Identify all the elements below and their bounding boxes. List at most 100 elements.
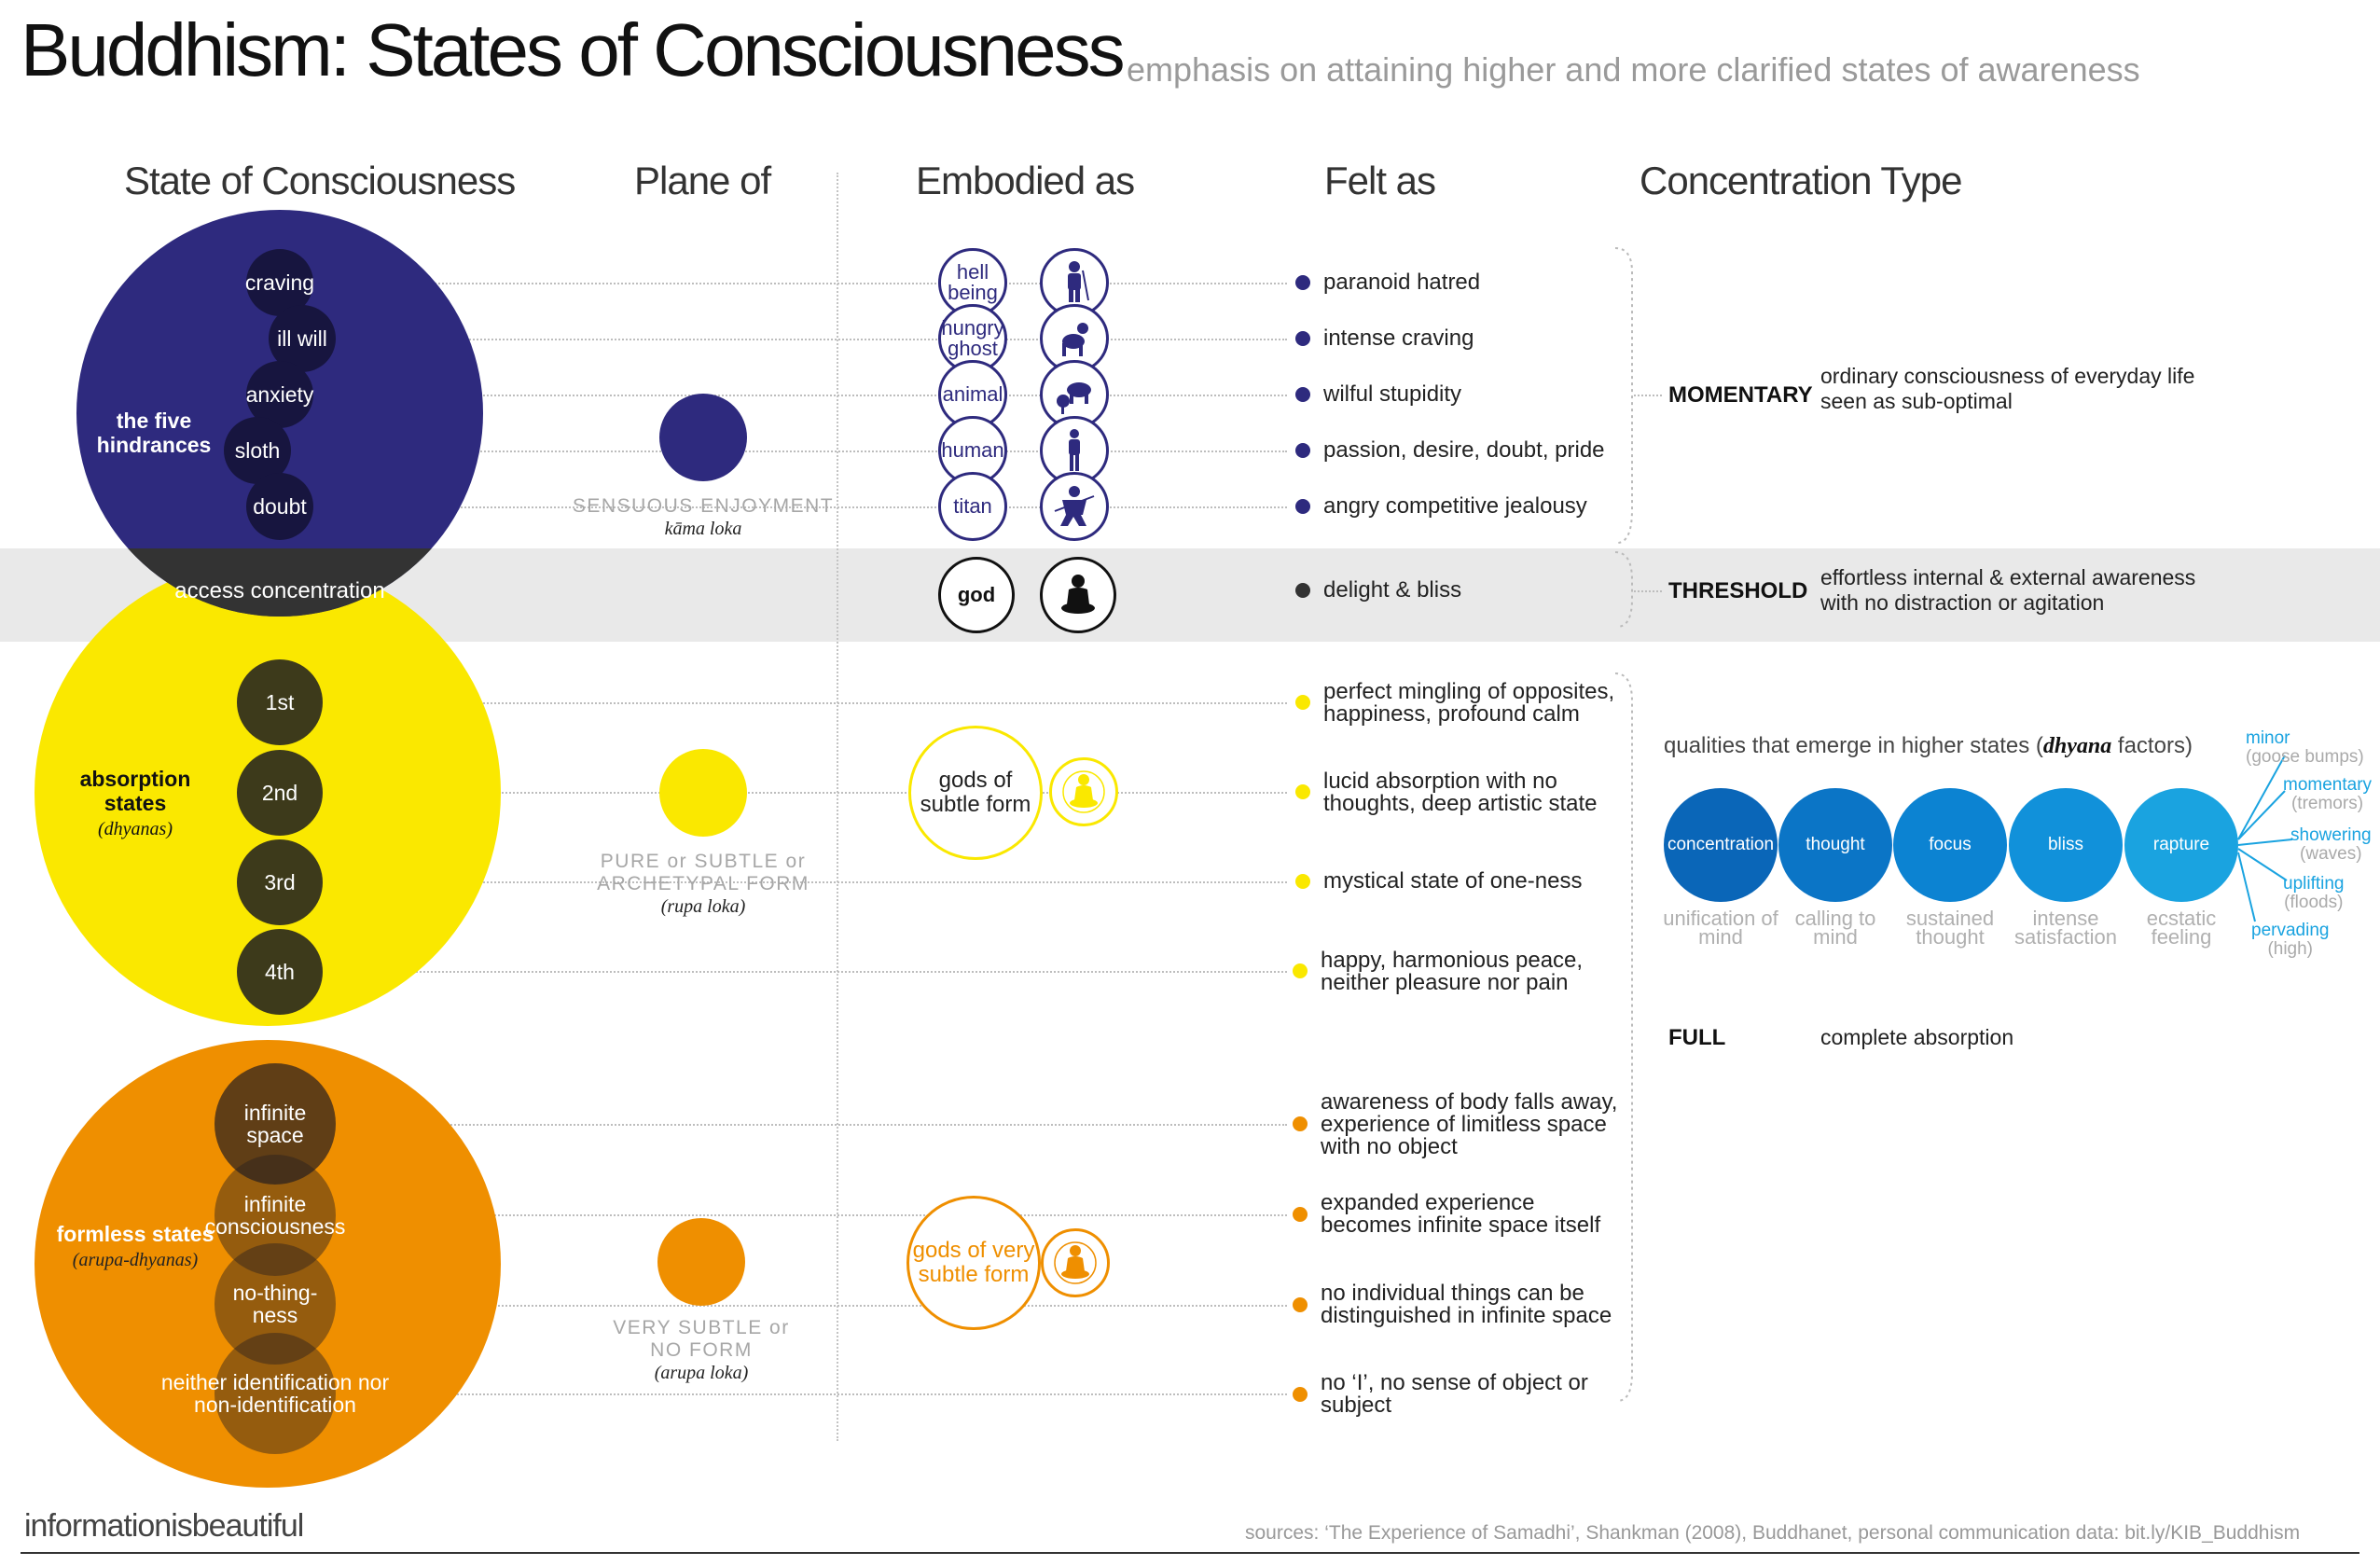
row-connector: [326, 506, 1287, 508]
concentration-threshold-desc: effortless internal & external awareness…: [1820, 565, 2196, 615]
plane-subtle: PURE or SUBTLE or ARCHETYPAL FORM (rupa …: [563, 851, 843, 918]
felt-dot: [1295, 583, 1310, 598]
factor-rapture-sub: ecstatic feeling: [2146, 907, 2217, 949]
access-label: access concentration: [174, 578, 385, 603]
factor-thought-sub: calling to mind: [1794, 907, 1876, 949]
qualities-heading-text: qualities that emerge in higher states (: [1664, 733, 2043, 758]
state-3rd: 3rd: [237, 839, 323, 925]
row-connector: [326, 881, 1287, 883]
factor-bliss: bliss: [2009, 788, 2123, 902]
realm-titan: titan: [938, 472, 1007, 541]
rapture-showering-name: showering: [2290, 825, 2372, 845]
hindrances-label: the five hindrances: [96, 409, 212, 457]
factor-bliss-sub: intense satisfaction: [2013, 907, 2118, 949]
access-overlap: [76, 548, 483, 642]
rapture-uplifting: uplifting (floods): [2283, 875, 2345, 912]
meditating-buddha-icon: [1040, 557, 1116, 633]
row-connector: [326, 971, 1287, 973]
sources-note: sources: ‘The Experience of Samadhi’, Sh…: [1245, 1522, 2301, 1544]
state-neither-identification: neither identification nor non-identific…: [160, 1370, 390, 1417]
felt-paranoid-hatred: paranoid hatred: [1323, 270, 1481, 295]
titan-figure-icon: [1040, 472, 1109, 541]
plane-no-form-name: VERY SUBTLE or NO FORM: [613, 1317, 790, 1361]
factor-rapture: rapture: [2124, 788, 2238, 902]
formless-label-text: formless states: [56, 1222, 214, 1246]
row-connector: [336, 339, 1287, 340]
row-connector: [345, 1305, 1287, 1307]
felt-dot: [1295, 443, 1310, 458]
felt-dot: [1295, 387, 1310, 402]
page-title: Buddhism: States of Consciousness: [21, 8, 1126, 91]
concentration-momentary-desc: ordinary consciousness of everyday life …: [1820, 364, 2195, 413]
brand-logo: informationisbeautiful: [24, 1508, 304, 1544]
row-connector: [345, 1214, 1287, 1216]
rapture-uplifting-sub: (floods): [2284, 893, 2344, 912]
rapture-branches: [2237, 755, 2293, 922]
felt-dot: [1293, 1297, 1308, 1312]
felt-no-i: no ‘I’, no sense of object or subject: [1321, 1370, 1588, 1418]
rapture-momentary-name: momentary: [2283, 775, 2373, 795]
row-connector: [326, 395, 1287, 396]
felt-dot: [1293, 963, 1308, 978]
plane-dot-subtle: [659, 749, 747, 837]
felt-dot: [1293, 1387, 1308, 1402]
felt-dot: [1295, 784, 1310, 799]
formless-label: formless states (arupa-dhyanas): [51, 1222, 219, 1272]
formless-label-sub: (arupa-dhyanas): [72, 1250, 199, 1270]
state-infinite-space: infinite space: [214, 1063, 336, 1185]
state-doubt: doubt: [246, 473, 313, 540]
rapture-showering-sub: (waves): [2300, 844, 2362, 864]
rapture-pervading-sub: (high): [2267, 939, 2314, 959]
rapture-pervading: pervading (high): [2251, 922, 2329, 959]
felt-passion: passion, desire, doubt, pride: [1323, 437, 1605, 463]
meditating-buddha-icon: [1049, 757, 1118, 826]
plane-no-form: VERY SUBTLE or NO FORM (arupa loka): [608, 1317, 795, 1384]
qualities-heading-tail: factors): [2111, 733, 2193, 758]
plane-no-form-sub: (arupa loka): [654, 1363, 749, 1383]
qualities-heading-em: dhyana: [2042, 734, 2112, 758]
felt-no-individual-things: no individual things can be distinguishe…: [1321, 1281, 1612, 1328]
state-infinite-consciousness: infinite consciousness: [205, 1155, 345, 1276]
felt-delight-bliss: delight & bliss: [1323, 577, 1462, 603]
realm-gods-very-subtle-form: gods of very subtle form: [906, 1196, 1041, 1330]
row-connector: [317, 450, 1287, 452]
absorption-label-text: absorption states: [79, 767, 191, 815]
felt-dot: [1295, 275, 1310, 290]
qualities-heading: qualities that emerge in higher states (…: [1664, 733, 2193, 759]
rapture-minor-sub: (goose bumps): [2246, 747, 2364, 767]
concentration-full: FULL: [1668, 1025, 1726, 1050]
felt-dot: [1293, 1207, 1308, 1222]
concentration-threshold: THRESHOLD: [1668, 578, 1808, 603]
felt-dot: [1295, 331, 1310, 346]
plane-subtle-sub: (rupa loka): [660, 896, 746, 917]
rapture-minor: minor (goose bumps): [2246, 729, 2364, 767]
column-header-felt: Felt as: [1324, 159, 1436, 202]
column-divider: [837, 173, 838, 1441]
felt-lucid-absorption: lucid absorption with no thoughts, deep …: [1323, 769, 1598, 816]
factor-concentration: concentration: [1664, 788, 1778, 902]
factor-concentration-sub: unification of mind: [1663, 907, 1778, 949]
column-header-concentration: Concentration Type: [1640, 159, 1962, 202]
column-header-plane: Plane of: [634, 159, 771, 202]
factor-thought: thought: [1778, 788, 1892, 902]
bracket-connector: [1634, 395, 1662, 396]
concentration-momentary: MOMENTARY: [1668, 382, 1813, 408]
felt-dot: [1295, 499, 1310, 514]
felt-wilful-stupidity: wilful stupidity: [1323, 381, 1462, 407]
plane-dot-no-form: [657, 1218, 745, 1306]
felt-dot: [1293, 1116, 1308, 1131]
concentration-full-desc: complete absorption: [1820, 1025, 2014, 1049]
row-connector: [382, 1393, 1287, 1395]
row-connector: [326, 283, 1287, 284]
absorption-label: absorption states (dhyanas): [56, 767, 214, 841]
felt-dot: [1295, 874, 1310, 889]
column-header-embodied: Embodied as: [916, 159, 1135, 202]
felt-body-falls-away: awareness of body falls away, experience…: [1321, 1089, 1618, 1159]
plane-dot-sensuous: [659, 394, 747, 481]
felt-infinite-space-itself: expanded experience becomes infinite spa…: [1321, 1190, 1601, 1238]
realm-god: god: [938, 557, 1015, 633]
state-sloth: sloth: [224, 417, 291, 484]
realm-gods-subtle-form: gods of subtle form: [908, 726, 1043, 860]
state-2nd: 2nd: [237, 750, 323, 836]
rapture-momentary: momentary (tremors): [2283, 776, 2372, 813]
